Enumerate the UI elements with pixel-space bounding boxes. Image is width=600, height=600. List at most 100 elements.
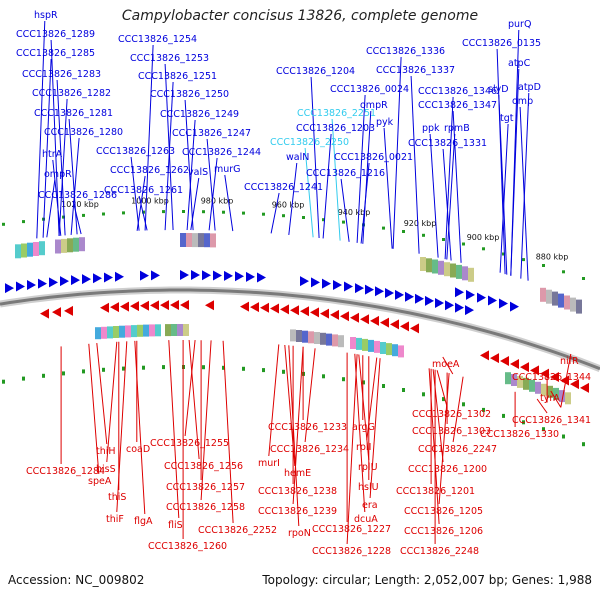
scale-tick — [582, 442, 585, 447]
forward-gene-label: atpD — [518, 82, 541, 93]
kbp-label: 940 kbp — [338, 208, 371, 217]
scale-tick — [2, 222, 5, 226]
reverse-gene-label: CCC13826_1257 — [166, 482, 245, 493]
feature-tile — [380, 342, 386, 354]
reverse-gene-leader — [292, 346, 304, 505]
reverse-gene-arrow — [480, 350, 489, 361]
forward-gene-arrow — [104, 272, 113, 283]
forward-gene-label: CCC13826_1263 — [96, 146, 175, 157]
forward-gene-arrow — [300, 276, 309, 287]
forward-gene-arrow — [191, 270, 200, 281]
feature-tile — [137, 324, 143, 337]
forward-gene-leader — [52, 159, 62, 236]
forward-gene-leader — [444, 96, 454, 260]
forward-gene-leader — [130, 156, 140, 231]
forward-gene-leader — [206, 138, 216, 231]
scale-tick — [542, 264, 545, 267]
feature-tile — [113, 326, 119, 338]
forward-gene-leader — [442, 148, 452, 261]
feature-tile — [55, 239, 61, 254]
feature-tile — [210, 233, 216, 248]
scale-tick — [202, 365, 205, 370]
reverse-gene-leader — [442, 356, 454, 375]
forward-gene-label: CCC13826_1249 — [160, 109, 239, 120]
forward-gene-arrow — [5, 283, 14, 294]
reverse-gene-label: coaD — [126, 444, 150, 455]
reverse-gene-leader — [304, 348, 316, 443]
reverse-gene-arrow — [290, 305, 299, 316]
feature-tile — [101, 326, 107, 339]
reverse-gene-label: rpoN — [288, 528, 311, 539]
forward-gene-label: CCC13826_1253 — [130, 53, 209, 64]
feature-tile — [362, 338, 368, 351]
kbp-label: 980 kbp — [201, 197, 234, 206]
forward-gene-arrow — [151, 270, 160, 281]
scale-tick — [242, 366, 245, 371]
scale-tick — [402, 388, 405, 392]
forward-gene-label: CCC13826_1337 — [376, 65, 455, 76]
reverse-gene-arrow — [120, 301, 129, 312]
forward-gene-arrow — [235, 271, 244, 282]
forward-gene-leader — [164, 81, 174, 231]
kbp-label: 920 kbp — [404, 219, 437, 228]
reverse-gene-leader — [428, 368, 440, 525]
feature-tile — [204, 233, 210, 248]
forward-gene-leader — [499, 123, 509, 273]
feature-tile — [523, 377, 529, 390]
scale-tick — [422, 233, 425, 237]
forward-gene-label: CCC13826_1216 — [306, 168, 385, 179]
feature-tile — [444, 262, 450, 277]
feature-tile — [529, 379, 535, 392]
forward-gene-arrow — [455, 287, 464, 298]
forward-gene-leader — [184, 99, 194, 231]
feature-tile — [450, 263, 456, 278]
reverse-gene-arrow — [150, 300, 159, 311]
forward-gene-leader — [496, 48, 506, 275]
reverse-gene-arrow — [180, 300, 189, 310]
scale-tick — [242, 211, 245, 215]
scale-tick — [122, 211, 125, 215]
backbone-ring — [0, 286, 600, 372]
reverse-gene-arrow — [160, 300, 169, 311]
reverse-gene-arrow — [205, 300, 214, 311]
forward-gene-arrow — [322, 278, 331, 289]
reverse-gene-arrow — [330, 309, 339, 320]
forward-gene-label: atpC — [508, 58, 531, 69]
scale-tick — [522, 258, 525, 262]
scale-tick — [222, 210, 225, 214]
forward-gene-label: CCC13826_1250 — [150, 89, 229, 100]
scale-tick — [162, 210, 165, 214]
forward-gene-label: CCC13826_1261 — [104, 185, 183, 196]
forward-gene-label: ppk — [422, 123, 440, 134]
forward-gene-leader — [190, 177, 200, 231]
forward-gene-label: tgt — [500, 113, 514, 124]
forward-gene-leader — [410, 75, 420, 254]
forward-gene-label: walN — [286, 152, 309, 163]
forward-gene-leader — [270, 192, 280, 234]
forward-gene-arrow — [333, 280, 342, 291]
reverse-gene-leader — [452, 376, 464, 443]
reverse-gene-arrow — [510, 359, 519, 370]
forward-gene-label: CCC13826_1285 — [16, 48, 95, 59]
forward-gene-leader — [138, 195, 148, 231]
reverse-gene-arrow — [530, 365, 539, 376]
forward-gene-label: slyD — [488, 84, 509, 95]
forward-gene-leader — [288, 162, 298, 235]
forward-gene-arrow — [115, 271, 124, 282]
reverse-gene-label: CCC13826_1256 — [164, 461, 243, 472]
feature-tile — [553, 387, 559, 400]
forward-gene-label: CCC13826_1251 — [138, 71, 217, 82]
forward-gene-label: CCC13826_1331 — [408, 138, 487, 149]
reverse-gene-label: dcuA — [354, 514, 378, 525]
accession-label: Accession: NC_009802 — [8, 573, 145, 587]
map-title: Campylobacter concisus 13826, complete g… — [121, 8, 479, 24]
forward-gene-leader — [392, 56, 402, 249]
forward-gene-labels: hspR CCC13826_1289 CCC13826_1285 CCC13826_1… — [16, 10, 541, 201]
reverse-gene-leader — [288, 345, 300, 527]
forward-gene-arrow — [395, 289, 404, 300]
feature-tile — [420, 257, 426, 271]
scale-tick — [562, 434, 565, 439]
reverse-gene-label: tyrA — [540, 393, 560, 404]
reverse-gene-arrow — [40, 308, 49, 319]
reverse-gene-label: CCC13826_1227 — [312, 524, 391, 535]
